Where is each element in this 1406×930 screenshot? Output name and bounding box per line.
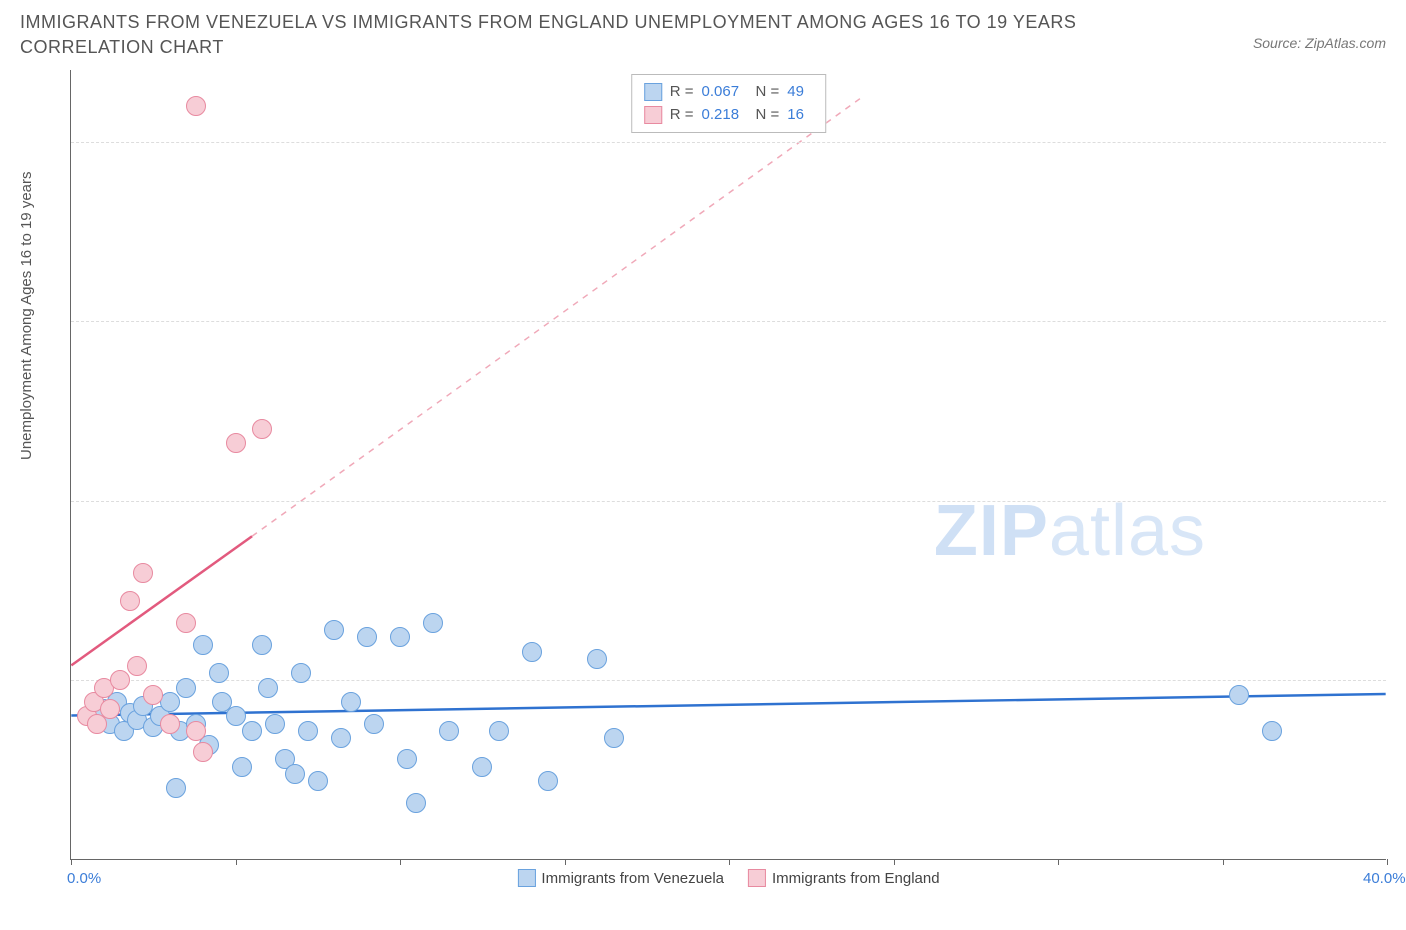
watermark-thin: atlas xyxy=(1049,491,1206,571)
watermark-bold: ZIP xyxy=(934,491,1049,571)
data-point-england xyxy=(133,563,153,583)
trend-line xyxy=(252,99,860,537)
data-point-venezuela xyxy=(364,714,384,734)
gridline-h xyxy=(71,321,1386,322)
x-tick-label: 0.0% xyxy=(67,870,101,887)
y-tick-label: 50.0% xyxy=(1396,491,1406,508)
data-point-england xyxy=(160,714,180,734)
data-point-england xyxy=(226,433,246,453)
data-point-england xyxy=(120,591,140,611)
legend-bottom: Immigrants from Venezuela Immigrants from… xyxy=(517,869,939,887)
data-point-venezuela xyxy=(472,757,492,777)
data-point-venezuela xyxy=(291,663,311,683)
swatch-venezuela xyxy=(644,83,662,101)
source-credit: Source: ZipAtlas.com xyxy=(1253,35,1386,51)
x-tick-mark xyxy=(71,859,72,865)
data-point-england xyxy=(193,742,213,762)
data-point-venezuela xyxy=(423,613,443,633)
data-point-venezuela xyxy=(209,663,229,683)
x-tick-mark xyxy=(894,859,895,865)
data-point-venezuela xyxy=(397,749,417,769)
data-point-england xyxy=(176,613,196,633)
data-point-venezuela xyxy=(1229,685,1249,705)
data-point-venezuela xyxy=(232,757,252,777)
data-point-england xyxy=(127,656,147,676)
data-point-venezuela xyxy=(258,678,278,698)
legend-swatch xyxy=(748,869,766,887)
x-tick-mark xyxy=(1058,859,1059,865)
stat-r-label: R = xyxy=(670,81,694,104)
stat-r-value: 0.067 xyxy=(702,81,748,104)
data-point-venezuela xyxy=(1262,721,1282,741)
stat-n-label: N = xyxy=(756,104,780,127)
data-point-venezuela xyxy=(285,764,305,784)
watermark: ZIPatlas xyxy=(934,490,1206,572)
legend-swatch xyxy=(517,869,535,887)
data-point-venezuela xyxy=(538,771,558,791)
legend-item: Immigrants from Venezuela xyxy=(517,869,724,887)
y-tick-label: 25.0% xyxy=(1396,670,1406,687)
stat-n-label: N = xyxy=(756,81,780,104)
x-tick-mark xyxy=(1387,859,1388,865)
data-point-england xyxy=(100,699,120,719)
legend-stats-row-england: R = 0.218 N = 16 xyxy=(644,104,814,127)
data-point-venezuela xyxy=(252,635,272,655)
data-point-venezuela xyxy=(604,728,624,748)
legend-stats-row-venezuela: R = 0.067 N = 49 xyxy=(644,81,814,104)
legend-stats-box: R = 0.067 N = 49 R = 0.218 N = 16 xyxy=(631,74,827,133)
data-point-venezuela xyxy=(176,678,196,698)
data-point-venezuela xyxy=(341,692,361,712)
stat-r-label: R = xyxy=(670,104,694,127)
legend-label: Immigrants from England xyxy=(772,870,940,887)
data-point-england xyxy=(252,419,272,439)
data-point-venezuela xyxy=(489,721,509,741)
data-point-venezuela xyxy=(357,627,377,647)
legend-item: Immigrants from England xyxy=(748,869,940,887)
trend-lines xyxy=(71,70,1386,859)
plot-area: ZIPatlas R =0.067N =49R =0.218N =16 Immi… xyxy=(70,70,1386,860)
data-point-venezuela xyxy=(242,721,262,741)
data-point-venezuela xyxy=(226,706,246,726)
data-point-venezuela xyxy=(587,649,607,669)
data-point-venezuela xyxy=(522,642,542,662)
x-tick-mark xyxy=(236,859,237,865)
data-point-venezuela xyxy=(166,778,186,798)
data-point-venezuela xyxy=(390,627,410,647)
data-point-venezuela xyxy=(193,635,213,655)
y-tick-label: 75.0% xyxy=(1396,311,1406,328)
x-tick-mark xyxy=(729,859,730,865)
data-point-england xyxy=(143,685,163,705)
x-tick-mark xyxy=(1223,859,1224,865)
data-point-venezuela xyxy=(324,620,344,640)
trend-line xyxy=(71,536,252,665)
legend-label: Immigrants from Venezuela xyxy=(541,870,724,887)
x-tick-label: 40.0% xyxy=(1363,870,1406,887)
data-point-venezuela xyxy=(439,721,459,741)
swatch-england xyxy=(644,106,662,124)
data-point-venezuela xyxy=(298,721,318,741)
data-point-venezuela xyxy=(331,728,351,748)
data-point-england xyxy=(110,670,130,690)
data-point-venezuela xyxy=(265,714,285,734)
gridline-h xyxy=(71,501,1386,502)
data-point-england xyxy=(186,721,206,741)
data-point-england xyxy=(186,96,206,116)
x-tick-mark xyxy=(400,859,401,865)
stat-n-value: 49 xyxy=(787,81,813,104)
gridline-h xyxy=(71,142,1386,143)
data-point-venezuela xyxy=(406,793,426,813)
chart-title: IMMIGRANTS FROM VENEZUELA VS IMMIGRANTS … xyxy=(20,10,1120,60)
y-axis-label: Unemployment Among Ages 16 to 19 years xyxy=(18,171,35,460)
y-tick-label: 100.0% xyxy=(1396,132,1406,149)
data-point-venezuela xyxy=(308,771,328,791)
x-tick-mark xyxy=(565,859,566,865)
stat-r-value: 0.218 xyxy=(702,104,748,127)
stat-n-value: 16 xyxy=(787,104,813,127)
